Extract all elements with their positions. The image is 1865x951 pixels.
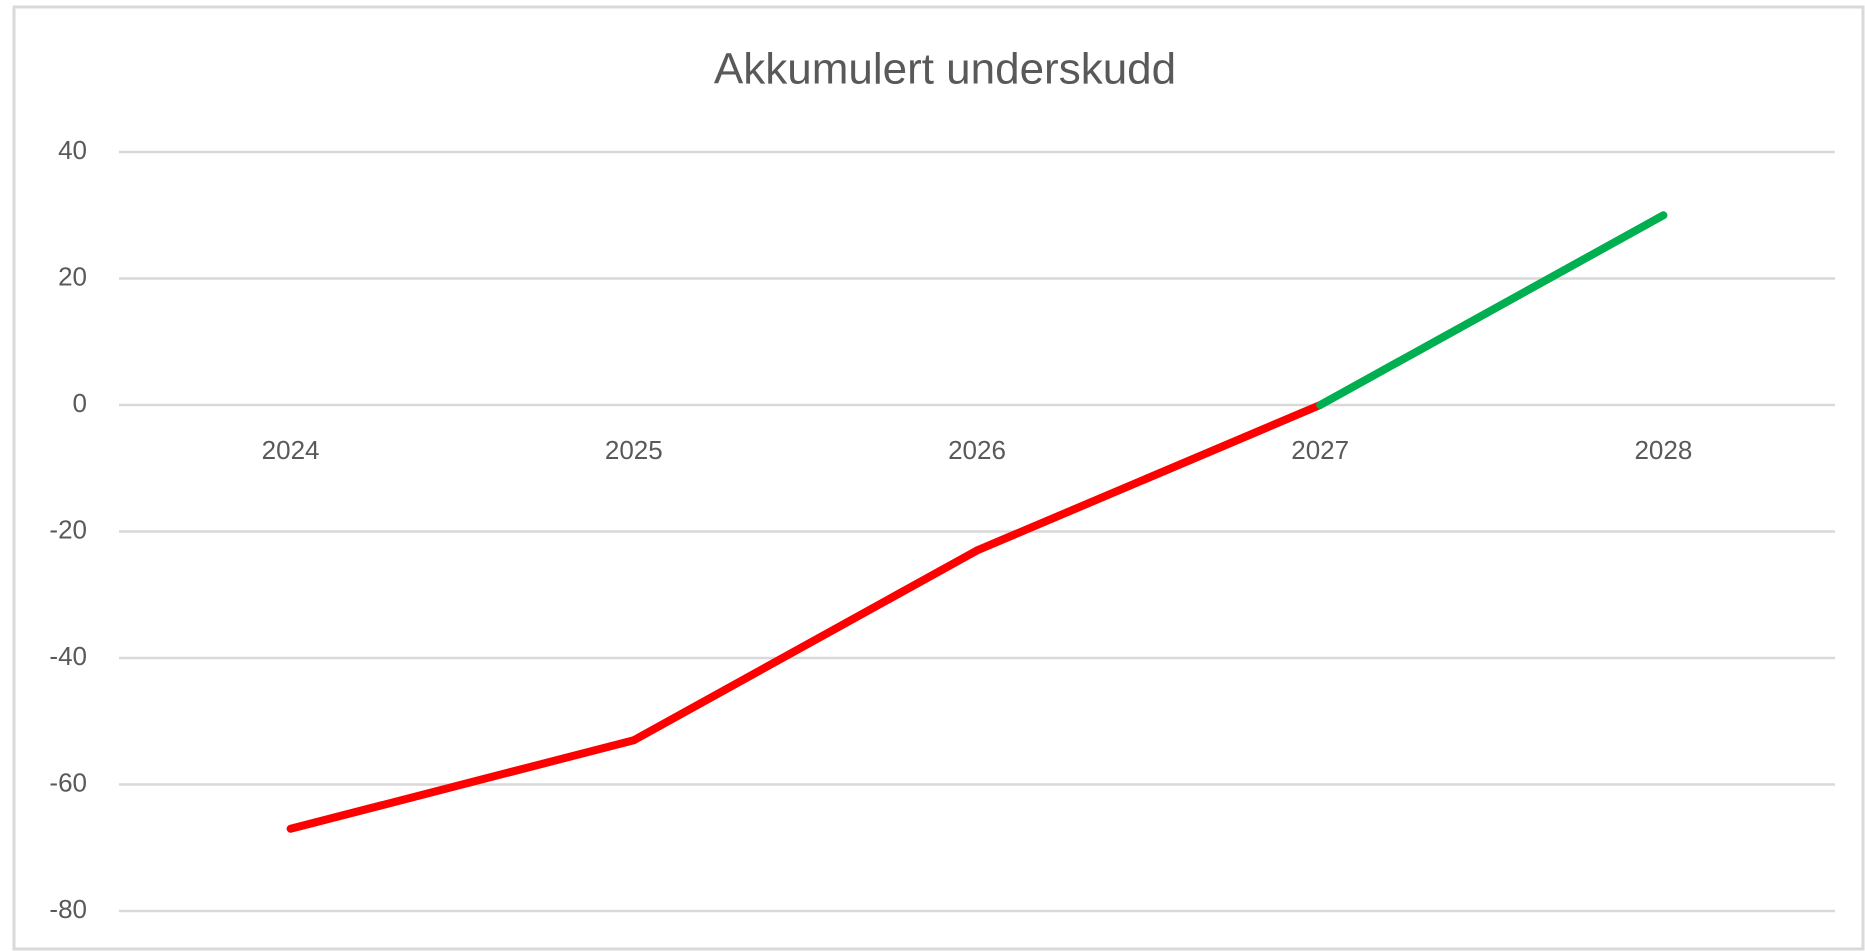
x-tick-label: 2024: [262, 435, 320, 465]
y-tick-label: -20: [49, 514, 87, 544]
line-segment: [629, 546, 981, 745]
y-tick-label: 40: [58, 135, 87, 165]
line-segment: [1316, 211, 1668, 409]
chart-frame: [12, 5, 1865, 951]
y-tick-label: -60: [49, 767, 87, 797]
x-tick-label: 2025: [605, 435, 663, 465]
line-segment: [973, 401, 1325, 555]
chart-title: Akkumulert underskudd: [714, 45, 1176, 94]
y-tick-label: -40: [49, 641, 87, 671]
y-tick-label: 20: [58, 261, 87, 291]
line-segment: [286, 736, 638, 833]
x-tick-label: 2028: [1634, 435, 1692, 465]
y-tick-label: -80: [49, 894, 87, 924]
x-tick-label: 2027: [1291, 435, 1349, 465]
x-tick-label: 2026: [948, 435, 1006, 465]
y-tick-label: 0: [73, 388, 87, 418]
